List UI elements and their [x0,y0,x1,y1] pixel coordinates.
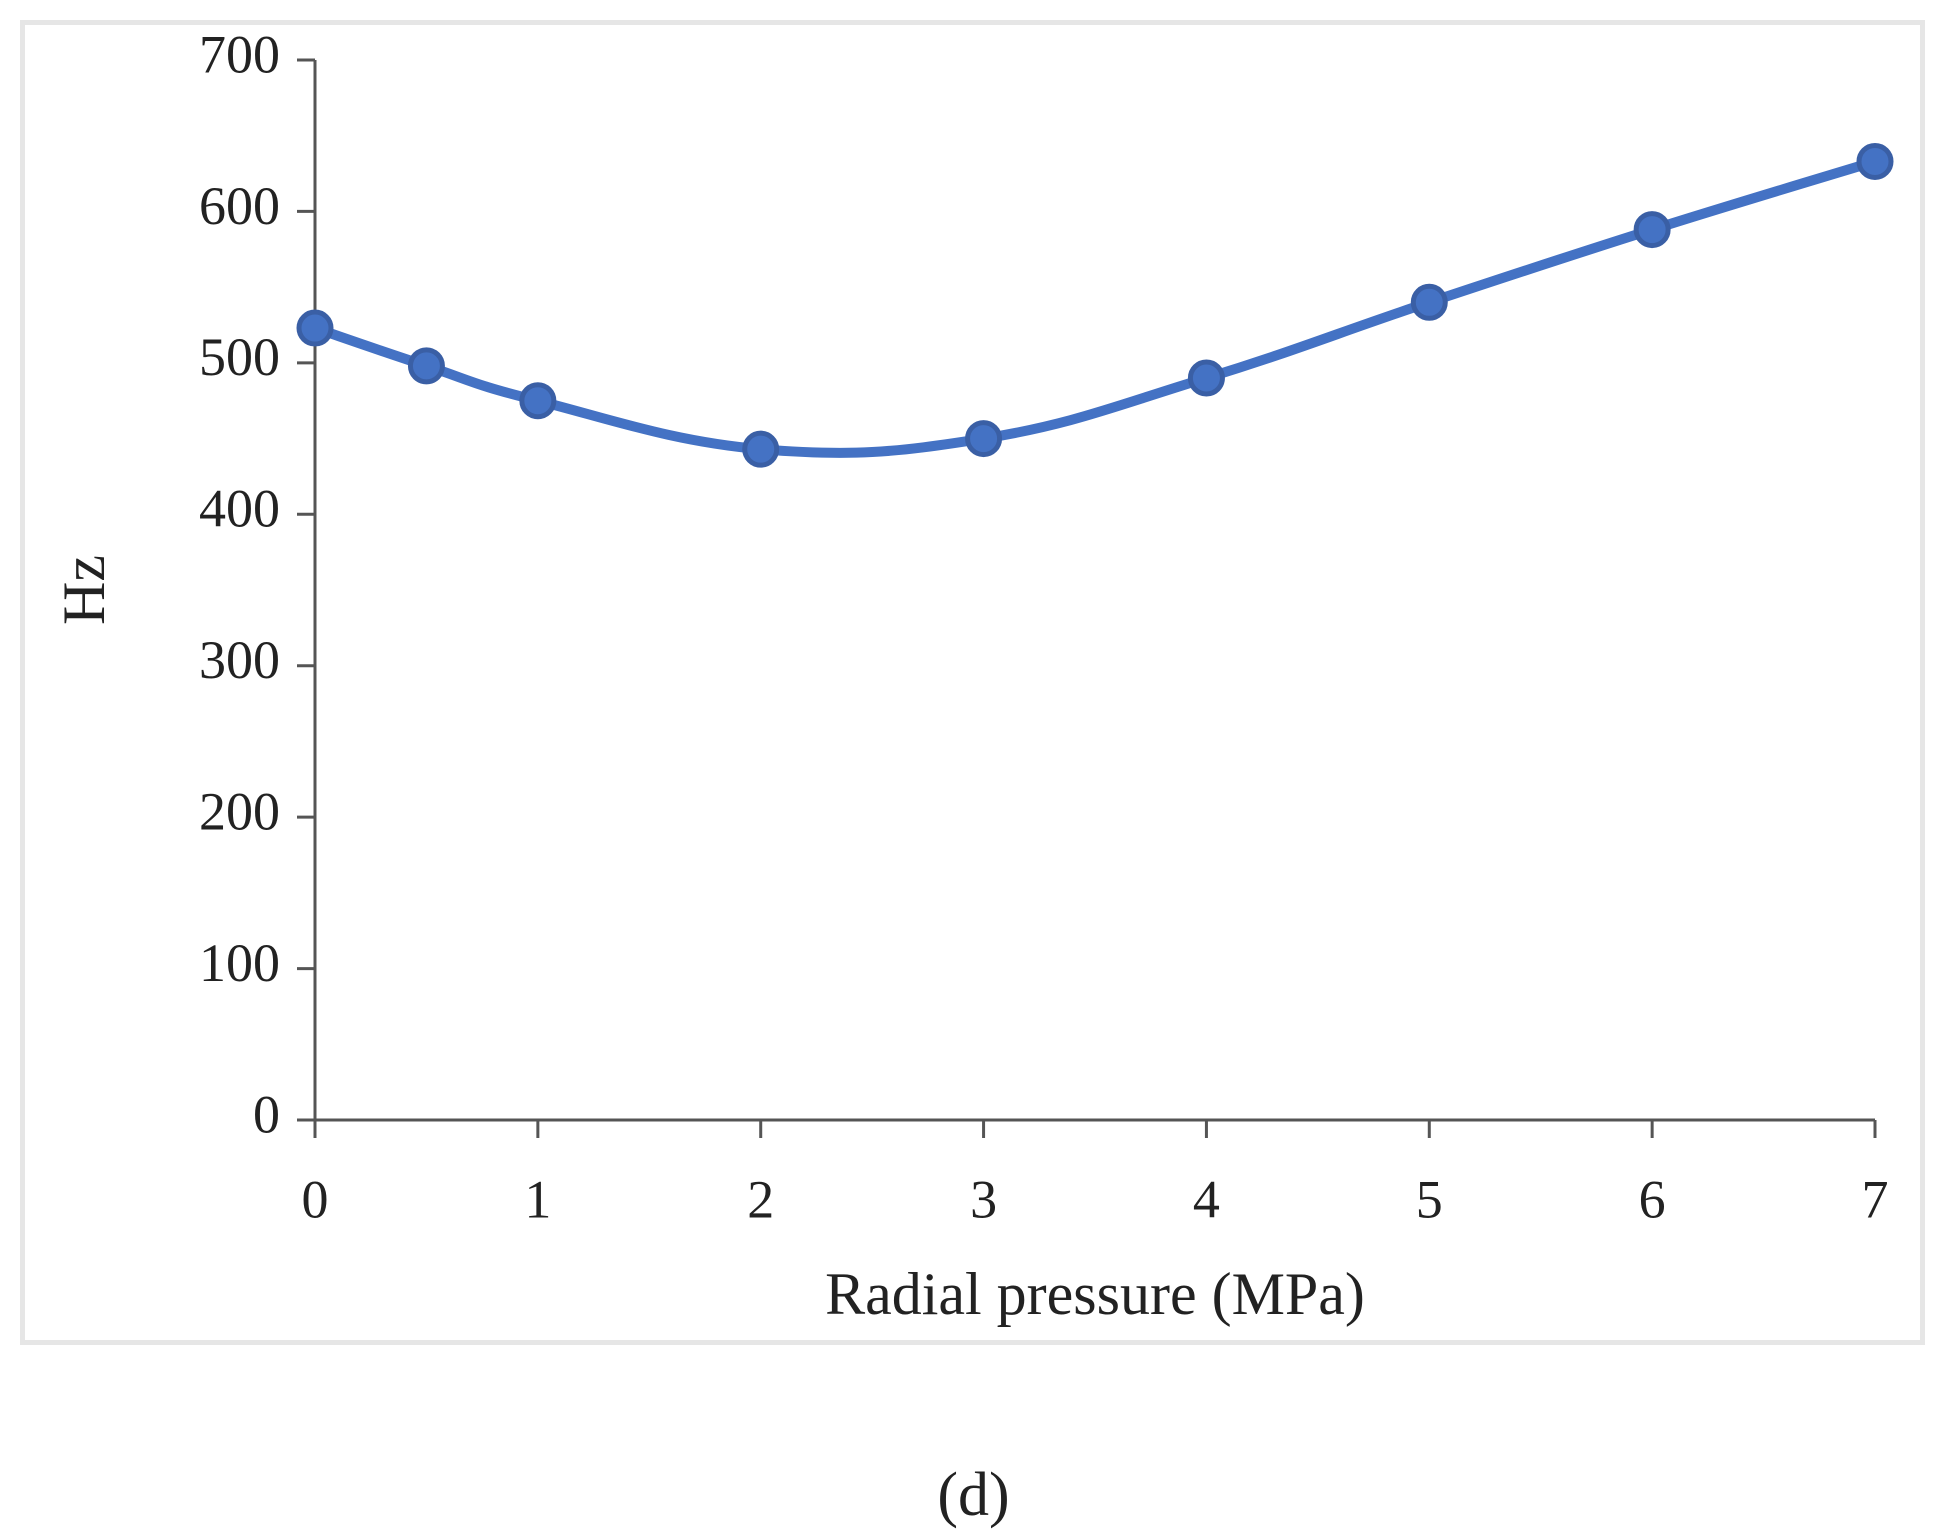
x-tick-label: 7 [1862,1169,1889,1229]
y-tick-label: 400 [199,479,280,539]
y-tick-label: 200 [199,782,280,842]
x-tick-label: 1 [524,1169,551,1229]
x-tick-label: 4 [1193,1169,1220,1229]
x-tick-label: 2 [747,1169,774,1229]
figure-container: 0 100 200 300 400 500 600 700 0 1 2 3 4 5 6 7 Radial pre… [0,0,1947,1519]
x-tick-label: 5 [1416,1169,1443,1229]
y-tick-label: 500 [199,327,280,387]
y-tick-label: 700 [199,24,280,84]
y-tick-label: 100 [199,933,280,993]
data-marker [1859,145,1891,177]
axes: 0 100 200 300 400 500 600 700 0 1 2 3 4 5 6 7 Radial pre… [51,24,1889,1326]
x-tick-label: 0 [302,1169,329,1229]
data-series [299,145,1891,465]
x-axis-label: Radial pressure (MPa) [825,1261,1365,1327]
data-marker [1413,286,1445,318]
data-marker [745,433,777,465]
y-tick-label: 0 [253,1084,280,1144]
y-axis-label: Hz [51,555,117,625]
line-chart: 0 100 200 300 400 500 600 700 0 1 2 3 4 5 6 7 Radial pre… [0,0,1947,1519]
y-tick-label: 300 [199,630,280,690]
data-marker [522,385,554,417]
data-marker [299,312,331,344]
x-tick-label: 6 [1639,1169,1666,1229]
data-marker [1190,362,1222,394]
data-marker [1636,214,1668,246]
subfigure-caption: (d) [0,1460,1947,1531]
data-marker [968,423,1000,455]
y-tick-label: 600 [199,176,280,236]
data-marker [410,350,442,382]
x-tick-label: 3 [970,1169,997,1229]
